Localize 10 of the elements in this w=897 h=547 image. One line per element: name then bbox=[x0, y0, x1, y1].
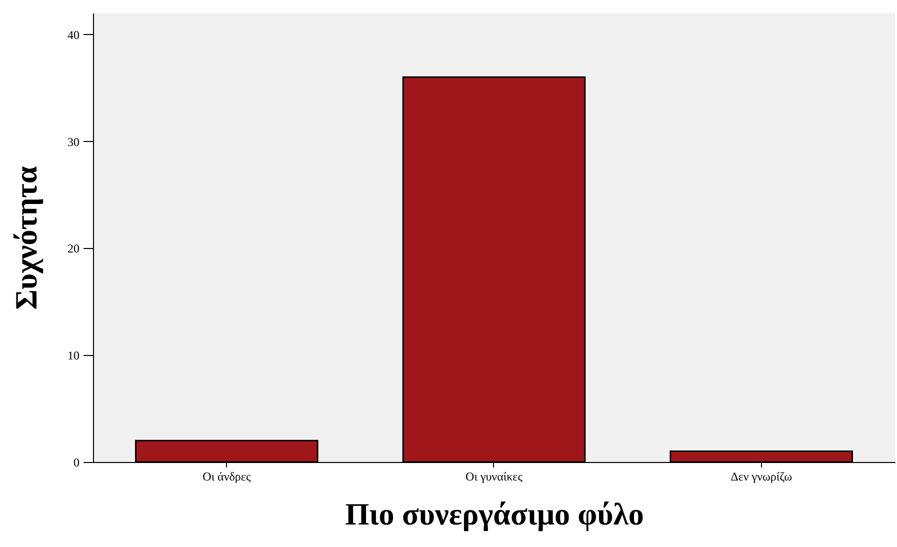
x-axis-title: Πιο συνεργάσιμο φύλο bbox=[345, 496, 644, 532]
y-tick-label: 40 bbox=[68, 28, 80, 42]
y-tick-label: 10 bbox=[68, 348, 80, 363]
x-tick-label: Οι γυναίκες bbox=[466, 470, 523, 484]
y-tick-label: 20 bbox=[68, 242, 80, 256]
x-tick-label: Δεν γνωρίζω bbox=[730, 470, 792, 484]
x-tick-label: Οι άνδρες bbox=[202, 470, 251, 484]
y-axis-title: Συχνότητα bbox=[8, 166, 44, 310]
y-tick-label: 0 bbox=[74, 456, 80, 470]
y-tick-label: 30 bbox=[68, 134, 80, 149]
